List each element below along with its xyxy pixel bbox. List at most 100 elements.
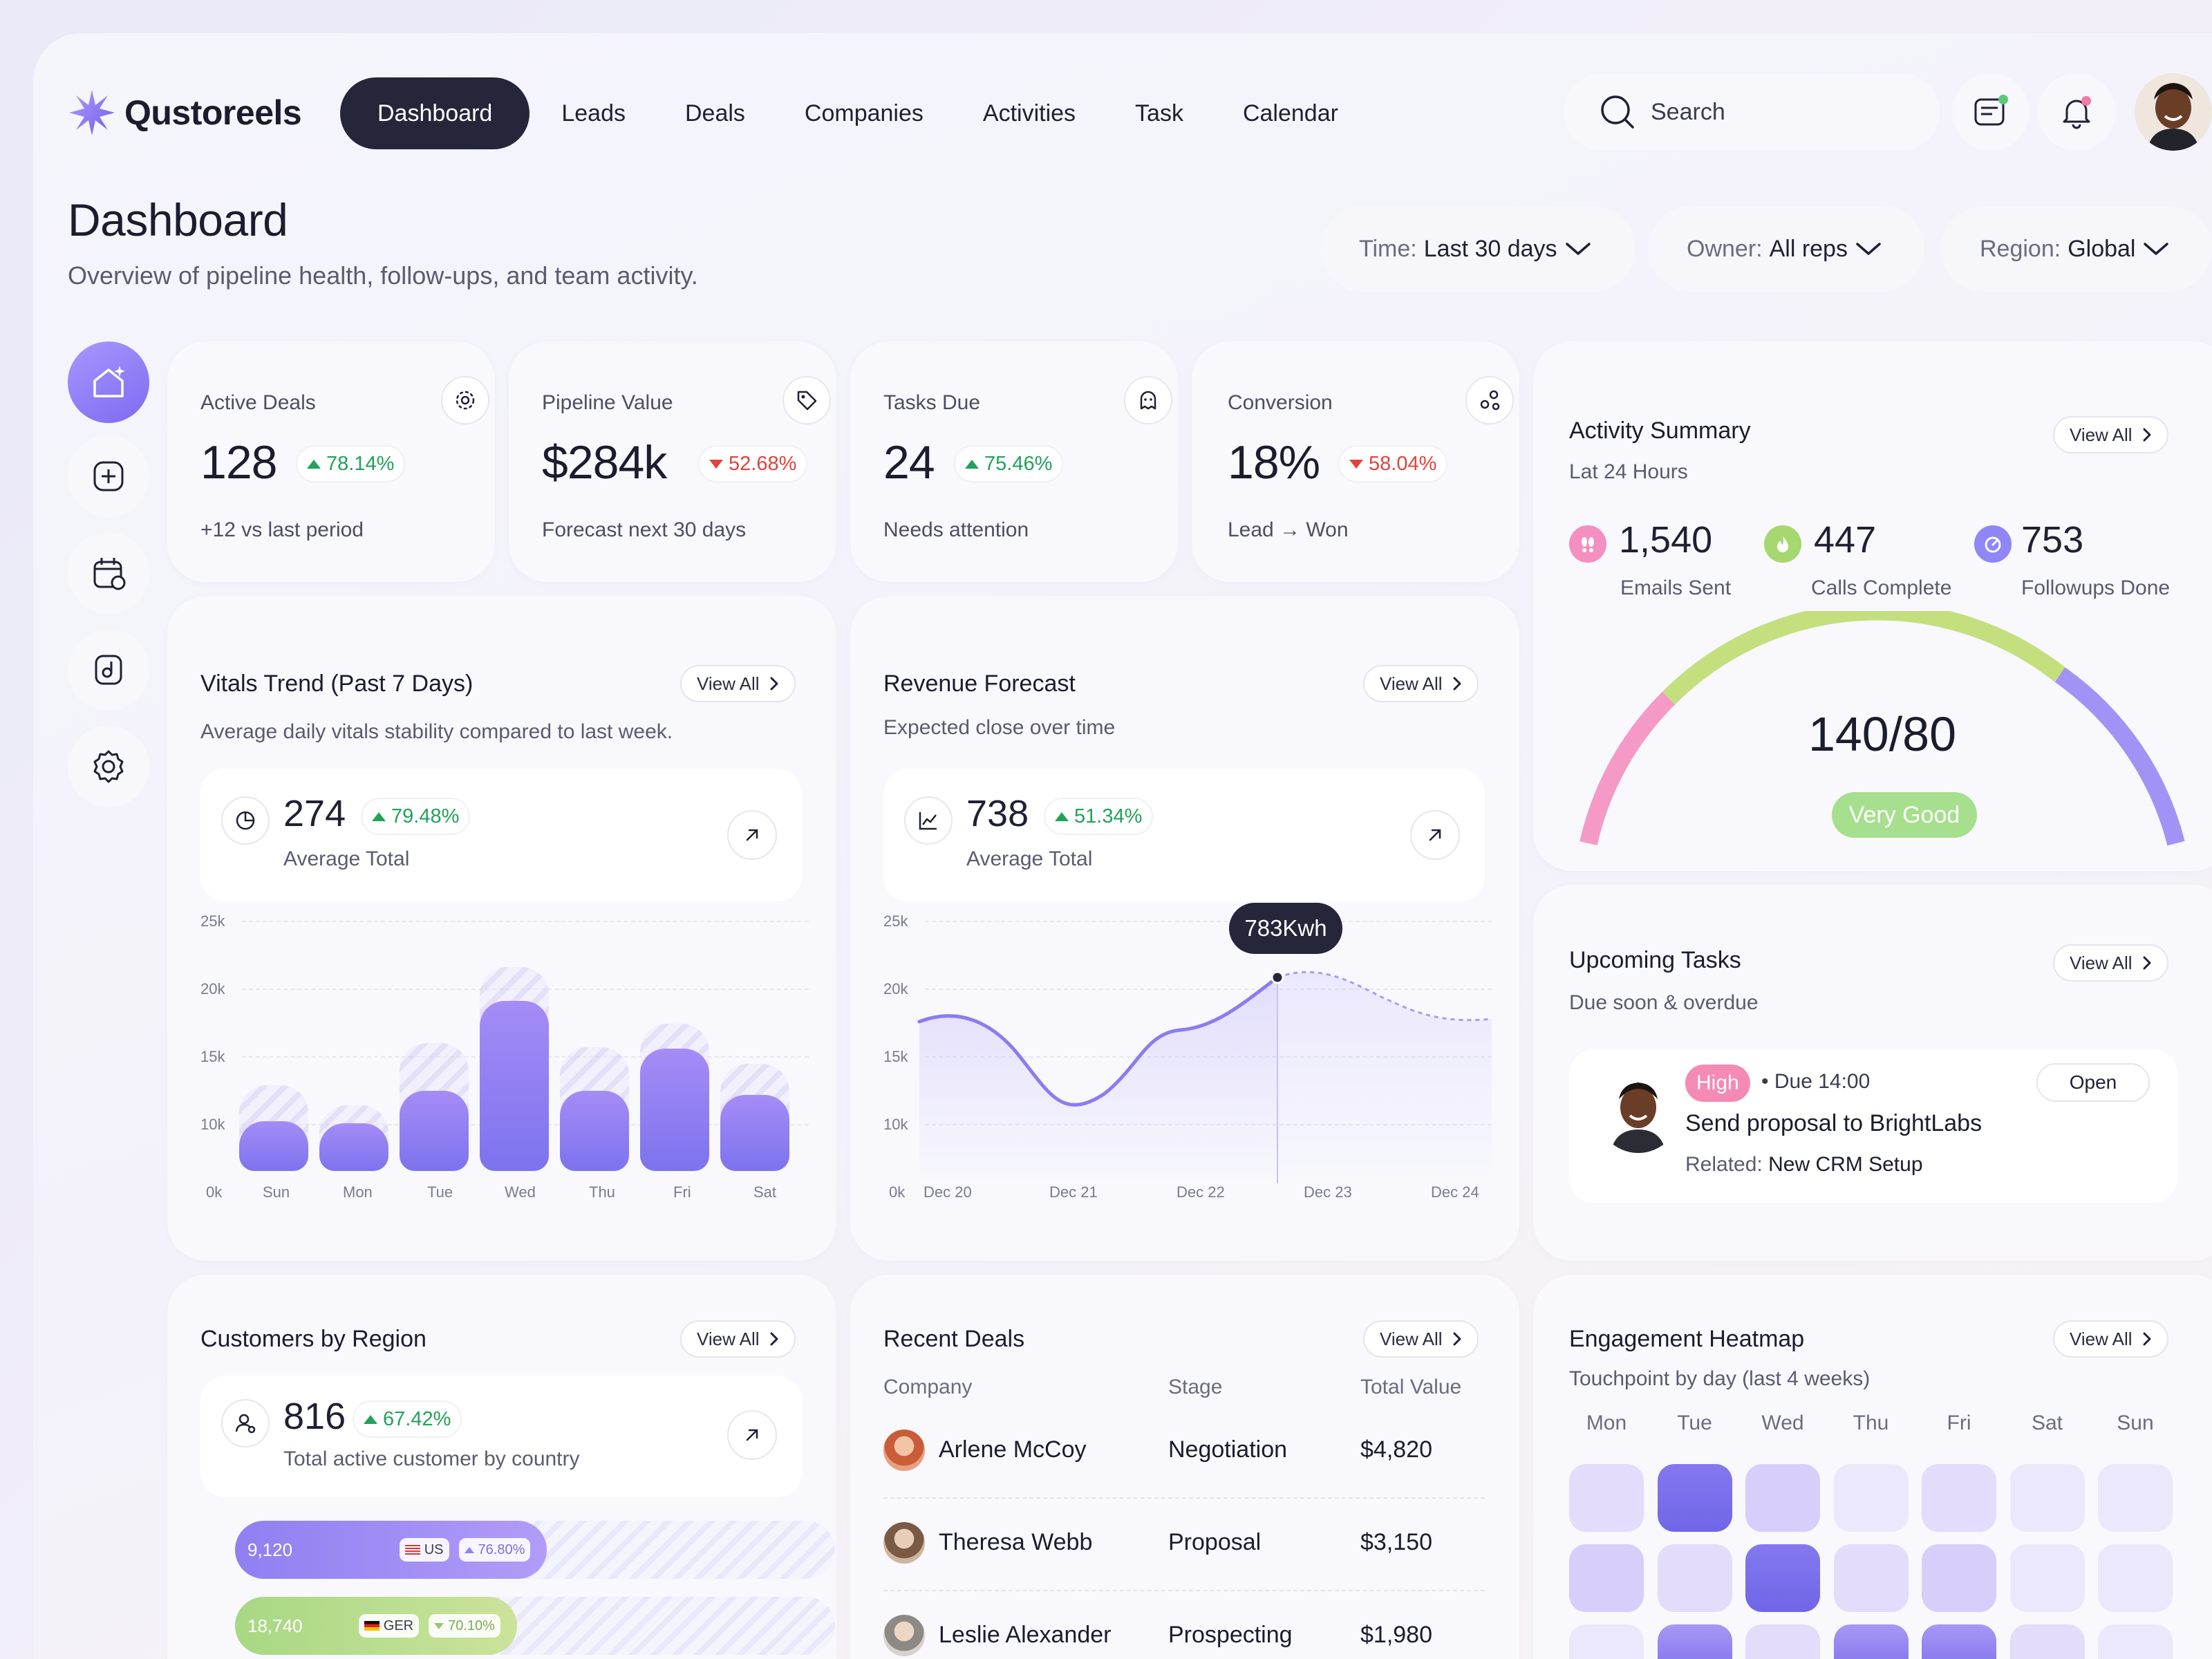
stat-card-pipeline-value[interactable]: Pipeline Value $284k 52.68% Forecast nex… xyxy=(509,341,836,582)
task-related-label: Related: xyxy=(1685,1153,1763,1176)
document-icon xyxy=(95,655,122,685)
messages-button[interactable] xyxy=(1952,73,2030,151)
chevron-right-icon xyxy=(2143,428,2151,442)
arrow-up-icon xyxy=(307,459,321,469)
view-all-button[interactable]: View All xyxy=(680,665,796,702)
sidebar-calendar-button[interactable] xyxy=(68,532,149,614)
sidebar-settings-button[interactable] xyxy=(68,726,149,807)
heatmap-cell[interactable] xyxy=(2009,1544,2085,1612)
column-header-value[interactable]: Total Value xyxy=(1360,1376,1462,1398)
owner-filter[interactable]: Owner: All reps xyxy=(1648,206,1924,292)
heatmap-cell[interactable] xyxy=(1569,1464,1644,1532)
time-filter[interactable]: Time: Last 30 days xyxy=(1320,206,1635,292)
notifications-button[interactable] xyxy=(2038,73,2115,151)
summary-value: 738 xyxy=(966,793,1029,834)
heatmap-cell[interactable] xyxy=(2009,1464,2085,1532)
table-row[interactable]: Arlene McCoy Negotiation $4,820 xyxy=(883,1427,1485,1482)
nav-task[interactable]: Task xyxy=(1135,100,1183,126)
stat-change-badge: 58.04% xyxy=(1338,445,1448,482)
bar-wed[interactable] xyxy=(480,1001,549,1171)
y-tick: 10k xyxy=(883,1116,908,1133)
heatmap-cell[interactable] xyxy=(1745,1624,1820,1659)
open-detail-button[interactable] xyxy=(727,1410,777,1460)
nav-companies[interactable]: Companies xyxy=(804,100,924,126)
heatmap-cell[interactable] xyxy=(1745,1544,1820,1612)
task-item[interactable]: High • Due 14:00 Send proposal to Bright… xyxy=(1569,1049,2177,1203)
stat-card-active-deals[interactable]: Active Deals 128 78.14% +12 vs last peri… xyxy=(167,341,495,582)
deal-value: $3,150 xyxy=(1360,1529,1432,1555)
heatmap-cell[interactable] xyxy=(1833,1464,1909,1532)
priority-badge: High xyxy=(1685,1065,1750,1102)
column-header-company[interactable]: Company xyxy=(883,1376,973,1398)
arrow-up-right-icon xyxy=(1429,829,1441,841)
bar-sun[interactable] xyxy=(239,1121,308,1171)
y-tick: 0k xyxy=(889,1183,906,1201)
user-avatar[interactable] xyxy=(2135,73,2212,151)
bar-fri[interactable] xyxy=(640,1048,709,1171)
table-row[interactable]: Theresa Webb Proposal $3,150 xyxy=(883,1519,1485,1575)
open-detail-button[interactable] xyxy=(727,810,777,860)
brand-logo[interactable]: Qustoreels xyxy=(68,88,302,137)
row-divider xyxy=(883,1590,1485,1591)
gauge-segment-green xyxy=(1662,611,2066,705)
heatmap-cell[interactable] xyxy=(2009,1624,2085,1659)
column-header-stage[interactable]: Stage xyxy=(1168,1376,1223,1398)
stat-label: Active Deals xyxy=(200,391,316,414)
heatmap-cell[interactable] xyxy=(1657,1624,1732,1659)
bar-sat[interactable] xyxy=(720,1094,789,1171)
x-tick: Dec 22 xyxy=(1177,1183,1225,1201)
arrow-up-icon xyxy=(965,459,979,469)
vitals-trend-card: Vitals Trend (Past 7 Days) View All Aver… xyxy=(167,596,836,1261)
nav-deals[interactable]: Deals xyxy=(684,100,745,126)
view-all-button[interactable]: View All xyxy=(1363,1320,1479,1358)
table-row[interactable]: Leslie Alexander Prospecting $1,980 xyxy=(883,1612,1485,1659)
summary-change: 51.34% xyxy=(1074,805,1143,827)
summary-icon xyxy=(221,1399,270,1447)
heatmap-cell[interactable] xyxy=(1833,1544,1909,1612)
sidebar-add-button[interactable] xyxy=(68,435,149,517)
heatmap-cell[interactable] xyxy=(2098,1624,2173,1659)
bar-mon[interactable] xyxy=(319,1123,388,1171)
nav-leads[interactable]: Leads xyxy=(561,100,626,126)
message-icon xyxy=(1974,95,2008,126)
nav-calendar[interactable]: Calendar xyxy=(1242,100,1338,126)
sidebar-files-button[interactable] xyxy=(68,629,149,711)
view-all-button[interactable]: View All xyxy=(680,1320,796,1358)
chevron-right-icon xyxy=(2143,956,2151,970)
heatmap-cell[interactable] xyxy=(1569,1544,1644,1612)
card-title: Revenue Forecast xyxy=(883,671,1076,697)
heatmap-cell[interactable] xyxy=(1745,1464,1820,1532)
bar-thu[interactable] xyxy=(560,1090,629,1171)
view-all-button[interactable]: View All xyxy=(1363,665,1479,702)
heatmap-cell[interactable] xyxy=(2098,1544,2173,1612)
region-bar-ger[interactable]: 18,740 GER 70.10% xyxy=(235,1597,835,1655)
nav-dashboard[interactable]: Dashboard xyxy=(340,77,530,149)
region-filter[interactable]: Region: Global xyxy=(1941,206,2212,292)
heatmap-cell[interactable] xyxy=(1569,1624,1644,1659)
gear-icon xyxy=(456,391,475,410)
open-detail-button[interactable] xyxy=(1410,810,1460,860)
view-all-button[interactable]: View All xyxy=(2053,1320,2168,1358)
heatmap-cell[interactable] xyxy=(1657,1544,1732,1612)
sidebar-home-button[interactable] xyxy=(68,341,149,423)
day-label: Tue xyxy=(1677,1412,1712,1434)
stat-card-tasks-due[interactable]: Tasks Due 24 75.46% Needs attention xyxy=(850,341,1178,582)
heatmap-cell[interactable] xyxy=(1922,1464,1996,1532)
heatmap-cell[interactable] xyxy=(2098,1464,2173,1532)
bell-icon xyxy=(2063,96,2091,129)
heatmap-cell[interactable] xyxy=(1922,1624,1996,1659)
heatmap-cell[interactable] xyxy=(1657,1464,1732,1532)
bar-tue[interactable] xyxy=(400,1090,469,1171)
task-open-button[interactable]: Open xyxy=(2036,1063,2150,1102)
heatmap-cell[interactable] xyxy=(1922,1544,1996,1612)
view-all-button[interactable]: View All xyxy=(2053,944,2168,982)
stat-card-conversion[interactable]: Conversion 18% 58.04% Lead → Won xyxy=(1192,341,1519,582)
stat-label: Conversion xyxy=(1228,391,1333,414)
revenue-line xyxy=(917,975,1280,1107)
search-input[interactable]: Search xyxy=(1564,73,1940,151)
day-label: Thu xyxy=(1853,1412,1889,1434)
nav-activities[interactable]: Activities xyxy=(982,100,1076,126)
heatmap-cell[interactable] xyxy=(1833,1624,1909,1659)
region-bar-us[interactable]: 9,120 US 76.80% xyxy=(235,1521,835,1579)
view-all-button[interactable]: View All xyxy=(2053,416,2168,453)
